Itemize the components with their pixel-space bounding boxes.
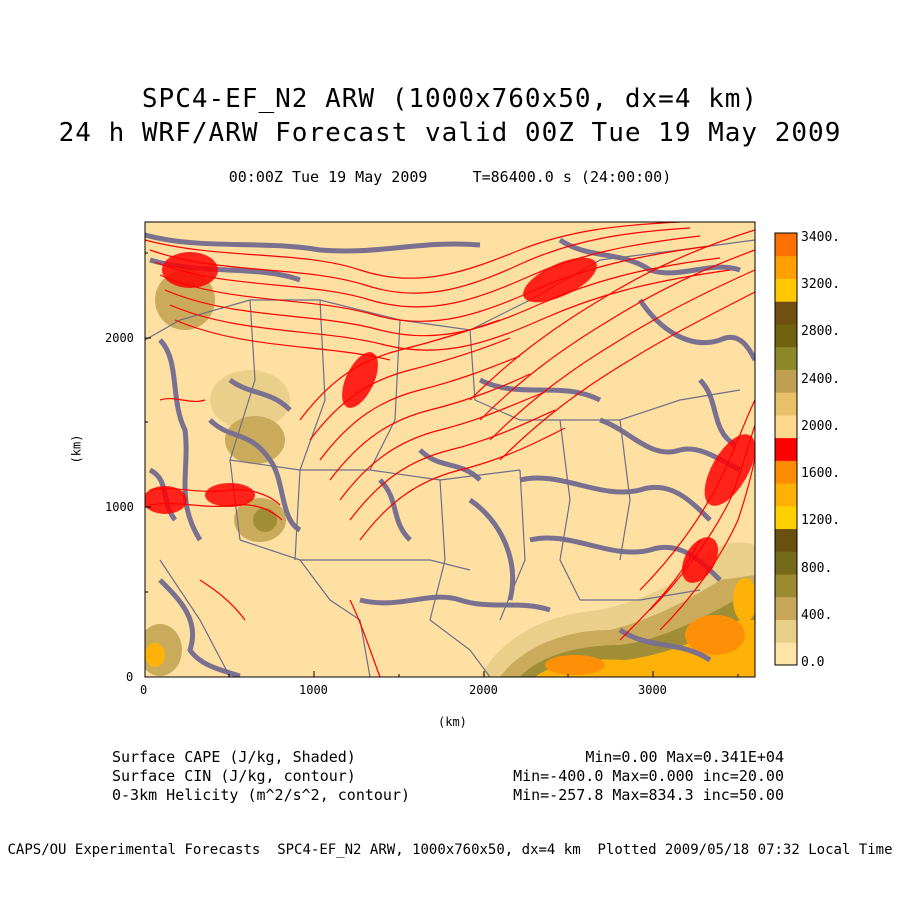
colorbar-label: 1200. (801, 513, 841, 529)
colorbar-swatch (775, 642, 797, 666)
cin-field-label: Surface CIN (J/kg, contour) (112, 767, 356, 785)
colorbar-swatch (775, 255, 797, 279)
colorbar-swatch (775, 392, 797, 416)
colorbar-swatch (775, 414, 797, 439)
plot-frame (144, 221, 756, 678)
y-tick-label: 2000 (105, 331, 134, 345)
colorbar-label: 800. (801, 560, 833, 576)
colorbar-label: 0.0 (801, 655, 825, 670)
colorbar-swatch (775, 574, 797, 598)
cape-field-label: Surface CAPE (J/kg, Shaded) (112, 748, 356, 766)
colorbar-swatch (775, 301, 797, 325)
colorbar-swatch (775, 233, 797, 257)
colorbar-swatch (775, 505, 797, 530)
x-tick-label: 3000 (638, 683, 667, 697)
footer-credit: CAPS/OU Experimental Forecasts SPC4-EF_N… (7, 842, 893, 858)
colorbar-swatch (775, 278, 797, 302)
x-axis-label: (km) (438, 715, 467, 729)
helicity-dense-areas (145, 252, 755, 583)
y-tick-marks (145, 252, 151, 678)
colorbar-label: 3200. (801, 277, 841, 293)
x-tick-label: 1000 (299, 683, 328, 697)
colorbar-swatch (775, 437, 797, 461)
y-tick-label: 0 (126, 670, 134, 684)
helicity-field-label: 0-3km Helicity (m^2/s^2, contour) (112, 786, 411, 804)
y-axis-label: (km) (69, 434, 84, 464)
helicity-stats: Min=-257.8 Max=834.3 inc=50.00 (513, 786, 784, 804)
colorbar-label: 400. (801, 607, 833, 623)
x-tick-label: 2000 (469, 683, 498, 697)
y-tick-label: 1000 (105, 500, 134, 514)
colorbar-swatch (775, 528, 797, 552)
colorbar-label: 2800. (801, 324, 841, 340)
cin-stats: Min=-400.0 Max=0.000 inc=20.00 (513, 767, 784, 785)
colorbar-label: 1600. (801, 466, 841, 482)
helicity-contours (145, 222, 755, 677)
valid-time-subtitle: 00:00Z Tue 19 May 2009 T=86400.0 s (24:0… (228, 168, 672, 186)
title-line-2: 24 h WRF/ARW Forecast valid 00Z Tue 19 M… (58, 118, 842, 148)
colorbar-swatch (775, 619, 797, 643)
cape-stats: Min=0.00 Max=0.341E+04 (585, 748, 784, 766)
colorbar-label: 2000. (801, 418, 841, 434)
colorbar-swatch (775, 460, 797, 484)
colorbar-swatch (775, 551, 797, 575)
colorbar-swatch (775, 596, 797, 621)
x-tick-label: 0 (140, 683, 148, 697)
colorbar-swatch (775, 323, 797, 348)
colorbar-swatch (775, 483, 797, 507)
colorbar-swatch (775, 346, 797, 370)
colorbar-swatch (775, 369, 797, 393)
colorbar-label: 3400. (801, 230, 841, 245)
colorbar (774, 232, 798, 666)
colorbar-label: 2400. (801, 371, 841, 387)
title-line-1: SPC4-EF_N2 ARW (1000x760x50, dx=4 km) (141, 84, 759, 114)
x-tick-marks (144, 671, 739, 677)
cin-contours (145, 232, 755, 677)
